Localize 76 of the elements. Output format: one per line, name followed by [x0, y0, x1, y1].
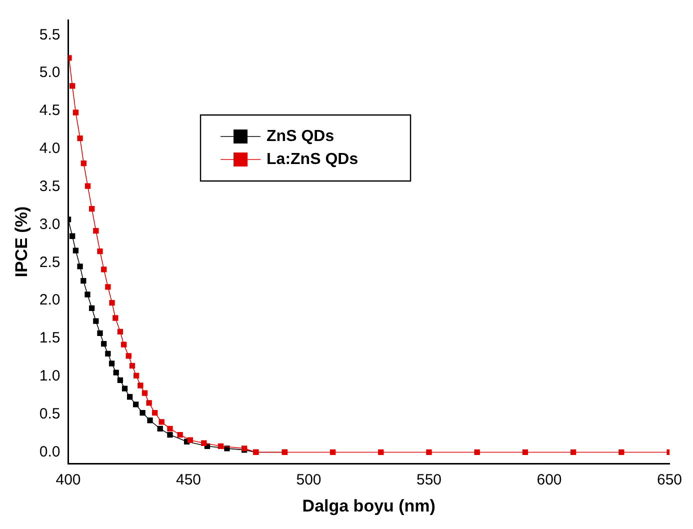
y-tick-label: 2.5: [39, 254, 60, 271]
point: [101, 340, 107, 347]
point: [177, 432, 183, 438]
point: [146, 400, 152, 406]
y-tick-label: 0.5: [39, 405, 60, 422]
point: [93, 318, 99, 324]
point: [133, 402, 139, 408]
point: [330, 449, 336, 456]
point: [117, 328, 124, 334]
legend-label: La:ZnS QDs: [266, 150, 358, 168]
y-tick-label: 3.0: [39, 216, 60, 233]
y-tick-label: 4.5: [39, 102, 60, 120]
y-tick-label: 3.5: [39, 178, 60, 195]
point: [138, 382, 144, 388]
y-tick-label: 4.0: [39, 140, 60, 158]
x-tick-label: 650: [656, 472, 682, 489]
point: [140, 410, 146, 416]
point: [167, 432, 173, 438]
point: [93, 228, 99, 234]
point: [109, 300, 115, 306]
point: [88, 206, 95, 212]
point: [108, 360, 115, 366]
point: [147, 418, 153, 424]
point: [378, 449, 384, 456]
point: [158, 419, 164, 425]
point: [97, 330, 103, 336]
point: [201, 440, 207, 446]
point: [97, 248, 103, 254]
y-tick-label: 2.0: [39, 292, 60, 309]
point: [218, 443, 224, 449]
point: [80, 160, 86, 166]
point: [618, 449, 624, 456]
point: [167, 426, 173, 432]
point: [474, 449, 480, 456]
point: [80, 278, 86, 284]
point: [88, 305, 95, 311]
point: [70, 83, 76, 89]
x-tick-label: 450: [176, 472, 202, 489]
point: [101, 266, 107, 272]
point: [70, 233, 76, 239]
point: [113, 370, 119, 376]
legend-label: ZnS QDs: [266, 128, 334, 145]
point: [129, 362, 136, 369]
y-tick-label: 1.0: [39, 368, 60, 385]
point: [570, 449, 576, 456]
point: [105, 350, 111, 356]
point: [187, 437, 194, 443]
point: [117, 377, 124, 384]
y-axis-title: IPCE (%): [12, 206, 31, 278]
y-tick-label: 1.5: [39, 330, 60, 347]
point: [152, 410, 158, 416]
point: [522, 449, 528, 456]
point: [126, 353, 132, 359]
point: [84, 292, 90, 298]
point: [157, 426, 163, 432]
point: [84, 183, 91, 189]
point: [77, 135, 83, 142]
x-tick-label: 400: [56, 472, 81, 489]
point: [105, 284, 111, 290]
point: [112, 315, 118, 321]
y-tick-label: 5.0: [39, 64, 60, 82]
point: [126, 394, 133, 400]
point: [122, 386, 128, 392]
x-axis-title: Dalga boyu (nm): [302, 496, 436, 516]
point: [72, 248, 79, 254]
point: [77, 264, 83, 270]
x-tick-label: 500: [296, 472, 322, 489]
x-tick-label: 550: [416, 472, 442, 489]
point: [142, 390, 148, 396]
y-tick-label: 5.5: [39, 26, 60, 44]
point: [72, 110, 79, 116]
point: [133, 372, 140, 378]
y-tick-label: 0.0: [39, 443, 60, 460]
point: [120, 342, 127, 348]
point: [426, 449, 432, 456]
x-tick-label: 600: [536, 472, 562, 489]
